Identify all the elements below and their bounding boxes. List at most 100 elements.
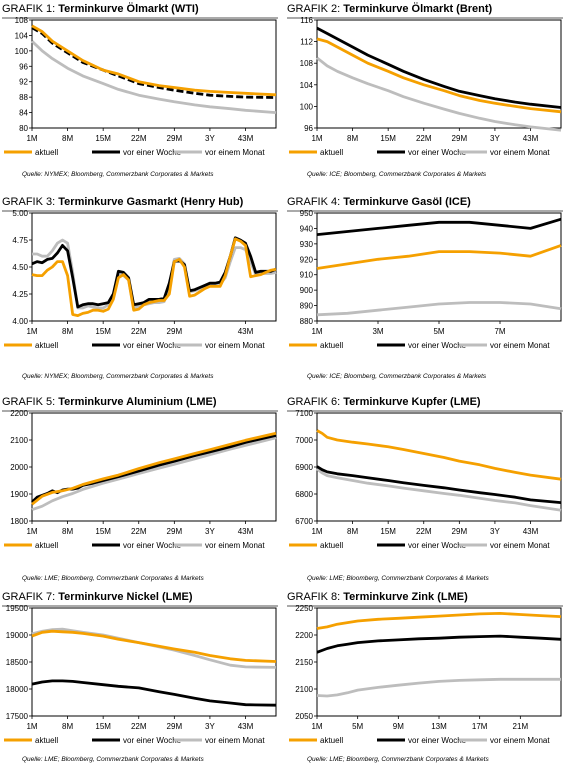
chart-title: GRAFIK 2: Terminkurve Ölmarkt (Brent) xyxy=(287,2,563,19)
y-tick-label: 4.25 xyxy=(12,290,28,299)
chart-panel-5: GRAFIK 5: Terminkurve Aluminium (LME) 18… xyxy=(2,395,278,585)
y-tick-label: 940 xyxy=(300,224,314,233)
y-tick-label: 6800 xyxy=(295,490,313,499)
y-tick-label: 18500 xyxy=(6,658,29,667)
legend-label-aktuell: aktuell xyxy=(35,541,58,550)
chart-title: GRAFIK 1: Terminkurve Ölmarkt (WTI) xyxy=(2,2,278,19)
y-tick-label: 2150 xyxy=(295,658,313,667)
chart-title: GRAFIK 6: Terminkurve Kupfer (LME) xyxy=(287,395,563,412)
y-tick-label: 18000 xyxy=(6,685,29,694)
legend-label-aktuell: aktuell xyxy=(35,148,58,157)
chart-title: GRAFIK 5: Terminkurve Aluminium (LME) xyxy=(2,395,278,412)
x-tick-label: 1M xyxy=(311,327,322,336)
legend-label-monat: vor einem Monat xyxy=(490,341,550,350)
y-tick-label: 2050 xyxy=(295,712,313,721)
x-tick-label: 43M xyxy=(523,134,539,143)
chart-6: 6700 6800 6900 7000 7100 1M 8M 15M 22M 29M 3Y 43M ak… xyxy=(289,409,562,550)
series-line-aktuell xyxy=(31,431,277,506)
legend-label-woche: vor einer Woche xyxy=(408,541,467,550)
legend-label-monat: vor einem Monat xyxy=(205,736,265,745)
y-tick-label: 880 xyxy=(300,317,314,326)
chart-panel-8: GRAFIK 8: Terminkurve Zink (LME) 2050 210… xyxy=(287,590,563,780)
legend-label-woche: vor einer Woche xyxy=(123,341,182,350)
y-tick-label: 17500 xyxy=(6,712,29,721)
series-line-aktuell xyxy=(316,244,562,270)
series-line-woche xyxy=(316,465,562,504)
legend-label-monat: vor einem Monat xyxy=(490,148,550,157)
y-tick-label: 108 xyxy=(300,59,314,68)
x-tick-label: 15M xyxy=(95,134,111,143)
y-tick-label: 890 xyxy=(300,302,314,311)
series-line-aktuell xyxy=(316,429,562,481)
x-tick-label: 29M xyxy=(167,327,183,336)
series-line-monat xyxy=(316,56,562,132)
x-tick-label: 29M xyxy=(452,527,468,536)
x-tick-label: 29M xyxy=(452,134,468,143)
x-tick-label: 22M xyxy=(416,134,432,143)
y-tick-label: 7000 xyxy=(295,436,313,445)
x-tick-label: 1M xyxy=(26,327,37,336)
x-tick-label: 7M xyxy=(494,327,505,336)
series-line-monat xyxy=(316,677,561,698)
plot-frame xyxy=(31,212,277,322)
legend-label-woche: vor einer Woche xyxy=(408,148,467,157)
y-tick-label: 6900 xyxy=(295,463,313,472)
series-line-monat xyxy=(316,467,562,512)
y-tick-label: 19500 xyxy=(6,604,29,613)
x-tick-label: 8M xyxy=(62,527,73,536)
y-tick-label: 100 xyxy=(300,102,314,111)
x-tick-label: 22M xyxy=(131,722,147,731)
y-tick-label: 4.50 xyxy=(12,263,28,272)
y-tick-label: 2000 xyxy=(10,463,28,472)
x-tick-label: 15M xyxy=(95,527,111,536)
y-tick-label: 19000 xyxy=(6,631,29,640)
y-tick-label: 2200 xyxy=(295,631,313,640)
x-tick-label: 9M xyxy=(393,722,404,731)
x-tick-label: 43M xyxy=(238,722,254,731)
x-tick-label: 8M xyxy=(347,527,358,536)
x-tick-label: 1M xyxy=(311,134,322,143)
x-tick-label: 1M xyxy=(311,527,322,536)
y-tick-label: 84 xyxy=(19,109,28,118)
x-tick-label: 43M xyxy=(238,527,254,536)
x-tick-label: 15M xyxy=(380,134,396,143)
x-tick-label: 21M xyxy=(513,722,529,731)
y-tick-label: 108 xyxy=(15,16,29,25)
x-tick-label: 3Y xyxy=(205,527,215,536)
series-line-monat xyxy=(31,40,277,114)
x-tick-label: 8M xyxy=(62,722,73,731)
x-tick-label: 3Y xyxy=(205,722,215,731)
legend-label-monat: vor einem Monat xyxy=(205,148,265,157)
legend-label-monat: vor einem Monat xyxy=(490,541,550,550)
source-note-3: Quelle: NYMEX; Bloomberg, Commerzbank Co… xyxy=(22,373,214,380)
legend-label-aktuell: aktuell xyxy=(35,341,58,350)
series-line-monat xyxy=(31,436,277,512)
legend-label-aktuell: aktuell xyxy=(320,148,343,157)
x-tick-label: 43M xyxy=(238,327,254,336)
y-tick-label: 2100 xyxy=(10,436,28,445)
x-tick-label: 3M xyxy=(372,327,383,336)
y-tick-label: 1900 xyxy=(10,490,28,499)
chart-title: GRAFIK 7: Terminkurve Nickel (LME) xyxy=(2,590,278,607)
x-tick-label: 3Y xyxy=(205,134,215,143)
legend-label-aktuell: aktuell xyxy=(320,736,343,745)
x-tick-label: 8M xyxy=(62,134,73,143)
x-tick-label: 43M xyxy=(238,134,254,143)
x-tick-label: 8M xyxy=(62,327,73,336)
series-line-monat xyxy=(316,301,562,317)
x-tick-label: 29M xyxy=(167,527,183,536)
y-tick-label: 116 xyxy=(300,16,313,25)
chart-8: 2050 2100 2150 2200 2250 1M 5M 9M 13M 17M 21M aktue… xyxy=(289,604,562,745)
y-tick-label: 4.00 xyxy=(12,317,28,326)
x-tick-label: 5M xyxy=(433,327,444,336)
chart-title: GRAFIK 8: Terminkurve Zink (LME) xyxy=(287,590,563,607)
x-tick-label: 29M xyxy=(167,722,183,731)
y-tick-label: 80 xyxy=(19,124,28,133)
y-tick-label: 920 xyxy=(300,255,314,264)
y-tick-label: 5.00 xyxy=(12,209,28,218)
x-tick-label: 1M xyxy=(26,134,37,143)
chart-panel-2: GRAFIK 2: Terminkurve Ölmarkt (Brent) 96… xyxy=(287,2,563,192)
legend-label-monat: vor einem Monat xyxy=(490,736,550,745)
x-tick-label: 15M xyxy=(95,722,111,731)
y-tick-label: 88 xyxy=(19,93,28,102)
